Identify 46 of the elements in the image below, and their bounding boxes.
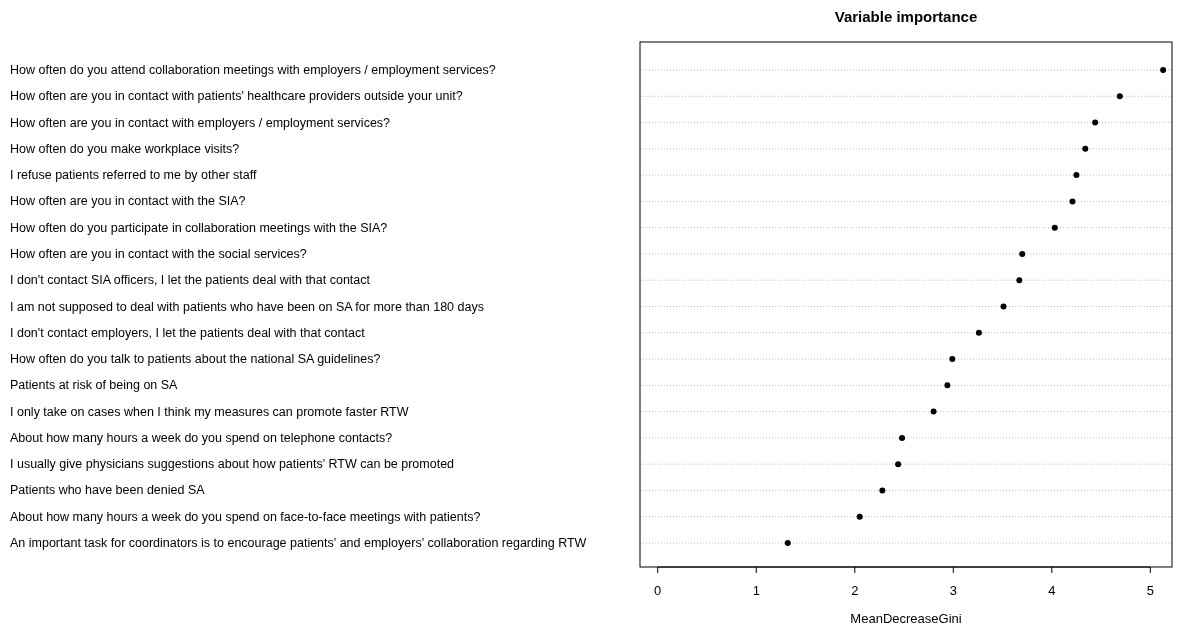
- y-tick-label: Patients who have been denied SA: [10, 483, 206, 498]
- y-tick-label: How often do you talk to patients about the national SA guidelines?: [10, 352, 381, 367]
- y-tick-label: I only take on cases when I think my measures can promote faster RTW: [10, 404, 409, 419]
- point: [944, 382, 951, 389]
- y-tick-label: How often are you in contact with the social services?: [10, 246, 307, 261]
- x-axis-title: MeanDecreaseGini: [850, 611, 962, 626]
- y-tick-label: Patients at risk of being on SA: [10, 378, 179, 393]
- point: [879, 487, 886, 494]
- point: [1019, 250, 1026, 257]
- point: [1069, 198, 1076, 205]
- y-tick-label: How often are you in contact with the SIA?: [10, 194, 246, 209]
- y-tick-label: I don't contact employers, I let the patients deal with that contact: [10, 325, 366, 340]
- y-tick-label: I am not supposed to deal with patients who have been on SA for more than 180 days: [10, 299, 484, 314]
- x-tick-label: 3: [949, 583, 957, 598]
- point: [1082, 145, 1089, 152]
- y-tick-label: How often do you make workplace visits?: [10, 141, 240, 156]
- x-tick-label: 5: [1146, 583, 1154, 598]
- point: [1016, 277, 1023, 284]
- y-tick-label: About how many hours a week do you spend on telephone contacts?: [10, 430, 393, 445]
- x-tick-label: 0: [654, 583, 662, 598]
- x-tick-label: 2: [851, 583, 859, 598]
- y-tick-label: How often are you in contact with employers / employment services?: [10, 115, 391, 130]
- y-tick-label: About how many hours a week do you spend on face-to-face meetings with patients?: [10, 509, 481, 524]
- point: [784, 540, 791, 546]
- point: [856, 513, 863, 520]
- x-tick-label: 4: [1048, 583, 1056, 598]
- x-tick-label: 1: [752, 583, 760, 598]
- point: [1116, 93, 1123, 100]
- y-tick-label: How often do you attend collaboration meetings with employers / employment services?: [10, 63, 496, 77]
- point: [1092, 119, 1099, 126]
- y-tick-label: I don't contact SIA officers, I let the patients deal with that contact: [10, 273, 371, 288]
- y-tick-label: I refuse patients referred to me by other staff: [10, 168, 257, 183]
- y-tick-label: How often do you participate in collaboration meetings with the SIA?: [10, 220, 388, 235]
- point: [1073, 172, 1080, 179]
- point: [1160, 67, 1167, 73]
- point: [895, 461, 902, 468]
- y-tick-label: I usually give physicians suggestions about how patients' RTW can be promoted: [10, 457, 455, 472]
- point: [1051, 224, 1058, 231]
- point: [899, 434, 906, 441]
- chart-title: Variable importance: [834, 8, 978, 25]
- point: [975, 329, 982, 336]
- y-tick-label: How often are you in contact with patients' healthcare providers outside your unit?: [10, 89, 463, 104]
- point: [930, 408, 937, 415]
- point: [949, 356, 956, 363]
- y-tick-label: An important task for coordinators is to encourage patients' and employers' collaboration regarding RTW: [10, 536, 587, 550]
- point: [1000, 303, 1007, 310]
